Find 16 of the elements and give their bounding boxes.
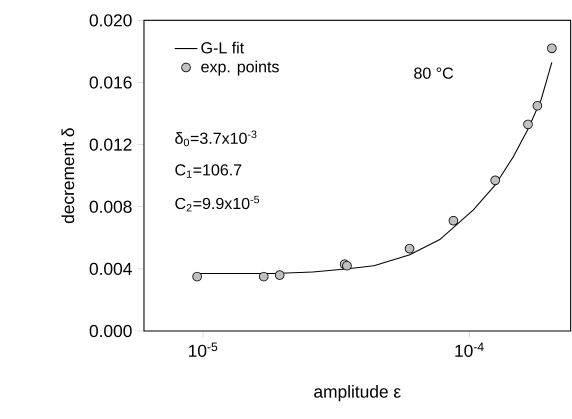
y-tick-label: 0.000 (90, 324, 132, 338)
y-tick-label: 0.016 (90, 76, 132, 89)
x-axis-title: amplitude ε (314, 385, 401, 402)
y-axis-title: decrement δ (61, 128, 74, 224)
legend-label: G-L fit (201, 42, 244, 54)
y-tick-label: 0.012 (90, 138, 132, 151)
x-tick-label: 10$^{-5}$ (189, 342, 218, 357)
y-tick-label: 0.020 (90, 14, 132, 26)
annotation: C$_{1}$=106.7 (175, 164, 242, 178)
annotation: δ$_{0}$=3.7x10$^{-3}$ (175, 130, 256, 146)
annotation: 80 °C (414, 67, 454, 79)
x-tick-label: 10$^{-4}$ (455, 342, 484, 357)
legend-label: exp. points (201, 60, 279, 76)
y-tick-label: 0.004 (90, 262, 132, 276)
annotation: C$_{2}$=9.9x10$^{-5}$ (175, 196, 260, 212)
y-tick-label: 0.008 (90, 200, 132, 213)
